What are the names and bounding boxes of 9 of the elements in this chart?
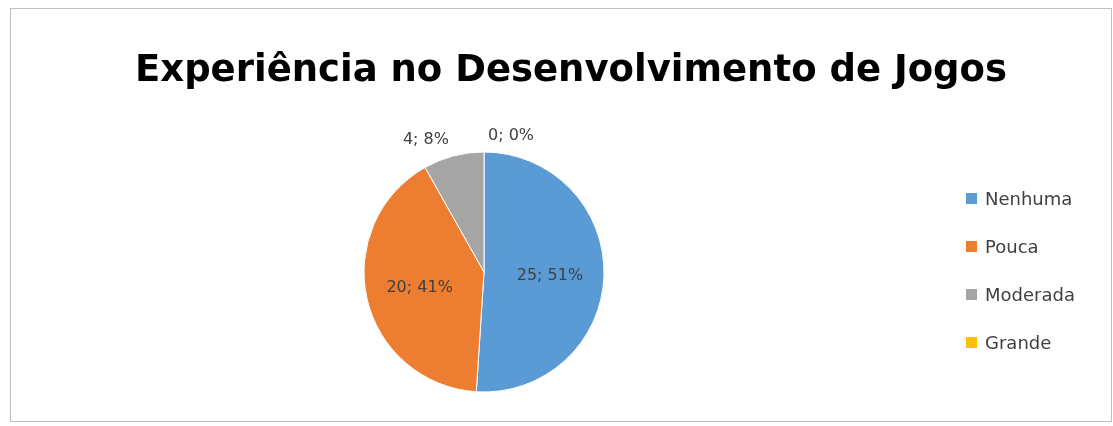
- data-label: 25; 51%: [516, 264, 584, 284]
- legend-label: Pouca: [985, 235, 1039, 257]
- data-label: 20; 41%: [386, 277, 453, 297]
- legend-label: Grande: [985, 331, 1052, 353]
- text: 0; 0%: [488, 124, 535, 144]
- chart-title: Experiência no Desenvolvimento de Jogos: [134, 47, 1008, 90]
- legend-label: Moderada: [985, 283, 1075, 305]
- data-label: 4; 8%: [402, 129, 449, 149]
- legend-label: Nenhuma: [985, 187, 1073, 209]
